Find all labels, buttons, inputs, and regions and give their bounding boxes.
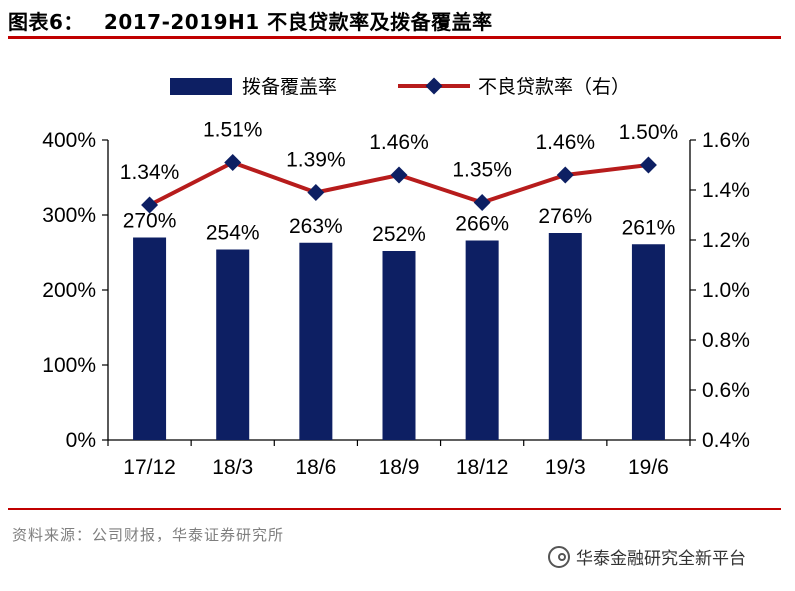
title-rule xyxy=(8,36,781,39)
y-right-tick-label: 0.8% xyxy=(702,329,750,352)
line-data-label: 1.51% xyxy=(203,119,263,142)
legend: 拨备覆盖率 不良贷款率（右） xyxy=(170,76,630,98)
figure-title: 图表6： 2017-2019H1 不良贷款率及拨备覆盖率 xyxy=(8,6,493,35)
wechat-icon xyxy=(548,545,570,568)
line-point xyxy=(224,154,242,171)
line-data-label: 1.50% xyxy=(619,121,679,144)
bar-series xyxy=(133,233,665,440)
y-right-tick-label: 1.6% xyxy=(702,129,750,152)
axes: 0% 100% 200% 300% 400% 0.4% 0.6% 0.8% 1.0% 1.2% 1.… xyxy=(42,129,750,479)
line-point xyxy=(141,196,159,214)
bar-data-label: 254% xyxy=(206,222,260,245)
bar xyxy=(548,233,582,440)
figure-label: 图表6： xyxy=(8,10,84,34)
legend-bar-label: 拨备覆盖率 xyxy=(242,76,337,98)
y-left-tick-label: 100% xyxy=(42,354,96,377)
bar xyxy=(299,242,333,440)
line-series xyxy=(141,154,657,214)
bar xyxy=(133,237,167,440)
combo-chart: 拨备覆盖率 不良贷款率（右） 0% 100% 200% 300% 400% 0.4% 0.6%… xyxy=(42,76,750,479)
line-point xyxy=(390,166,408,184)
y-left-tick-label: 400% xyxy=(42,129,96,152)
line-point xyxy=(473,194,491,211)
y-left-tick-label: 300% xyxy=(42,204,96,227)
x-tick-label: 18/6 xyxy=(295,456,336,479)
bar xyxy=(631,244,665,440)
footer-rule xyxy=(8,508,781,510)
y-right-tick-label: 1.2% xyxy=(702,229,750,252)
line-point xyxy=(639,156,657,174)
bar-data-label: 252% xyxy=(372,223,426,246)
x-tick-label: 19/3 xyxy=(545,456,586,479)
line-point xyxy=(307,184,325,201)
y-right-tick-label: 0.4% xyxy=(702,429,750,452)
source-note: 资料来源：公司财报，华泰证券研究所 xyxy=(12,526,285,544)
y-left-tick-label: 0% xyxy=(66,429,96,452)
bar-data-label: 276% xyxy=(538,205,592,228)
x-tick-label: 18/9 xyxy=(379,456,420,479)
bar-data-label: 270% xyxy=(123,210,177,233)
bar xyxy=(216,249,250,440)
line-data-label: 1.46% xyxy=(369,131,429,154)
y-right-tick-label: 0.6% xyxy=(702,379,750,402)
y-left-tick-label: 200% xyxy=(42,279,96,302)
y-right-tick-label: 1.4% xyxy=(702,179,750,202)
bar-data-label: 261% xyxy=(622,216,676,239)
watermark-text: 华泰金融研究全新平台 xyxy=(576,549,746,569)
bar-data-label: 266% xyxy=(455,213,509,236)
bar xyxy=(465,240,499,440)
x-tick-label: 19/6 xyxy=(628,456,669,479)
bar xyxy=(382,251,416,440)
line-point xyxy=(556,166,574,184)
line-data-label: 1.34% xyxy=(120,161,180,184)
line-data-label: 1.46% xyxy=(536,131,596,154)
line-data-label: 1.35% xyxy=(452,159,512,182)
legend-line-marker xyxy=(425,77,443,95)
legend-line-label: 不良贷款率（右） xyxy=(478,76,630,98)
line-data-label: 1.39% xyxy=(286,149,346,172)
legend-bar-swatch xyxy=(170,78,232,95)
x-tick-label: 17/12 xyxy=(123,456,176,479)
bar-data-label: 263% xyxy=(289,215,343,238)
figure-title-text: 2017-2019H1 不良贷款率及拨备覆盖率 xyxy=(103,10,493,34)
x-tick-label: 18/12 xyxy=(456,456,509,479)
data-labels: 270% 254% 263% 252% 266% 276% 261% 1.34% 1.51% 1.… xyxy=(120,119,678,247)
y-right-tick-label: 1.0% xyxy=(702,279,750,302)
x-tick-label: 18/3 xyxy=(212,456,253,479)
watermark: 华泰金融研究全新平台 xyxy=(548,544,746,569)
